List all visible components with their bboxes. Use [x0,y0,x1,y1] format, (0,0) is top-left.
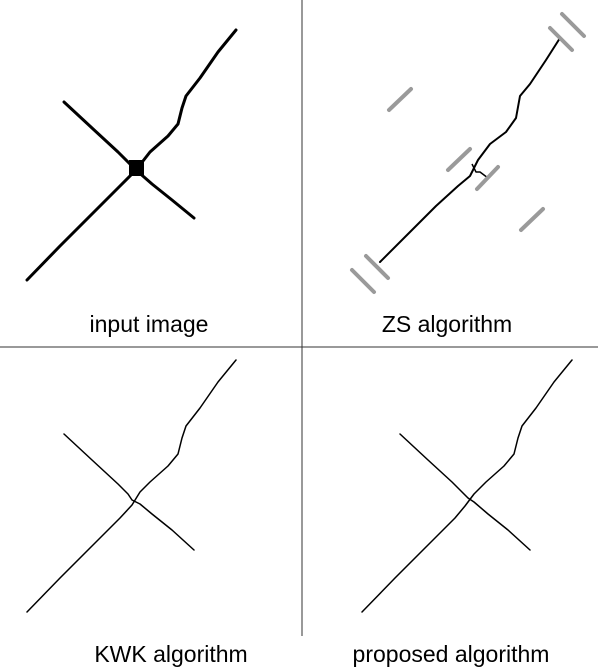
caption-zs-algorithm: ZS algorithm [381,311,513,337]
zs-marker-upper-left [387,87,413,112]
kwk-long-stroke [26,359,237,613]
panel-kwk-algorithm [26,359,237,613]
caption-proposed-algorithm: proposed algorithm [352,641,550,667]
zs-main-stroke [379,37,561,263]
zs-marker-bottom-left-a [350,268,376,294]
zs-marker-right [519,207,545,232]
zs-marker-upper-right-b [548,26,574,52]
zs-junction-stub [471,163,489,179]
zs-marker-mid-b [475,165,500,191]
proposed-short-stroke [399,433,531,551]
kwk-short-stroke [63,433,195,551]
caption-kwk-algorithm: KWK algorithm [94,641,248,667]
input-junction-blob [129,160,144,176]
panel-proposed-algorithm [361,359,573,613]
proposed-long-stroke [361,359,573,613]
zs-marker-upper-right-a [560,12,586,38]
panel-zs-algorithm [350,12,586,294]
caption-input-image: input image [89,311,209,337]
zs-marker-bottom-left-b [364,254,390,280]
zs-marker-mid-a [446,147,472,172]
panel-input-image [25,28,238,282]
input-long-stroke [25,28,238,282]
